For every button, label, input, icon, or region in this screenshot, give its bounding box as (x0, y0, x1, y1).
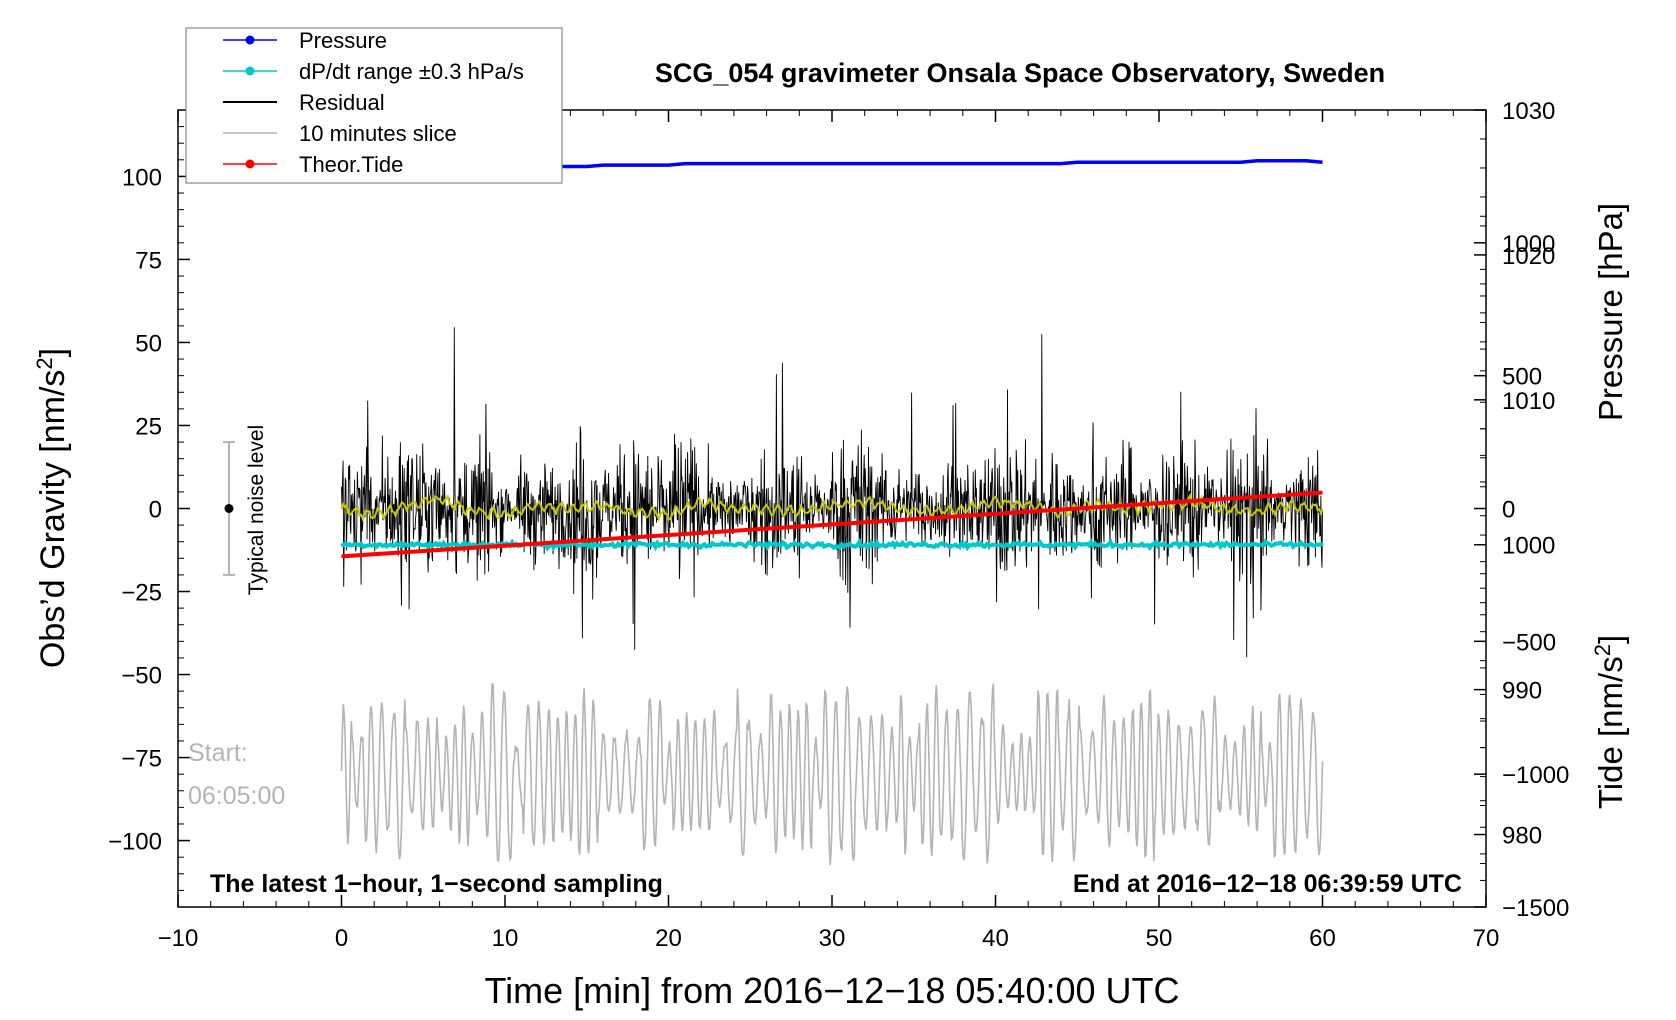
legend-swatch-marker (245, 159, 255, 169)
series-residual-smoothed (340, 492, 1324, 523)
y-pressure-tick-label: 1010 (1502, 388, 1555, 415)
y-left-tick-label: 100 (122, 164, 162, 191)
x-tick-label: 70 (1473, 925, 1500, 952)
caption-left: The latest 1−hour, 1−second sampling (210, 870, 663, 898)
y-tide-tick-label: −500 (1502, 629, 1556, 656)
y-pressure-tick-label: 990 (1502, 678, 1542, 705)
chart-title: SCG_054 gravimeter Onsala Space Observat… (655, 58, 1385, 88)
x-tick-label: 40 (982, 925, 1009, 952)
y-axis-tide-label-end: ] (1592, 635, 1629, 644)
legend-swatch-marker (245, 35, 255, 45)
legend-label: 10 minutes slice (299, 121, 457, 146)
x-tick-label: 20 (655, 925, 682, 952)
x-tick-label: 0 (335, 925, 348, 952)
y-axis-tide-label: Tide [nm/s2] (1590, 635, 1629, 809)
y-tide-tick-label: −1000 (1502, 762, 1569, 789)
x-tick-label: 10 (492, 925, 519, 952)
y-axis-left-label-sup: 2 (32, 357, 57, 369)
y-left-tick-label: 0 (149, 497, 162, 524)
y-tide-tick-label: −1500 (1502, 895, 1569, 922)
x-tick-label: 30 (819, 925, 846, 952)
x-tick-label: 50 (1146, 925, 1173, 952)
x-tick-label: −10 (158, 925, 199, 952)
start-time: 06:05:00 (188, 782, 285, 810)
y-pressure-tick-label: 1000 (1502, 533, 1555, 560)
x-tick-label: 60 (1309, 925, 1336, 952)
y-pressure-tick-label: 1030 (1502, 98, 1555, 125)
legend-box (185, 27, 563, 184)
series-pressure (341, 158, 1323, 169)
legend-label: Theor.Tide (299, 152, 403, 177)
y-axis-pressure-ticks: 1030 1020 1010 1000 990 980 (1474, 98, 1555, 865)
y-axis-left-label: Obs’d Gravity [nm/s2] (32, 348, 72, 668)
y-axis-left-label-end: ] (34, 348, 72, 357)
y-left-tick-label: −25 (121, 580, 162, 607)
y-left-tick-label: −100 (108, 829, 162, 856)
y-axis-left-label-main: Obs’d Gravity [nm/s (34, 370, 72, 669)
y-left-tick-label: 75 (135, 247, 162, 274)
legend-label: Pressure (299, 28, 387, 53)
y-axis-pressure-label: Pressure [hPa] (1592, 203, 1629, 421)
noise-level-annotation: Typical noise level (223, 425, 268, 595)
start-label: Start: (188, 739, 248, 767)
x-axis-label: Time [min] from 2016−12−18 05:40:00 UTC (484, 970, 1179, 1011)
y-axis-tide-label-sup: 2 (1590, 644, 1615, 656)
noise-level-label: Typical noise level (245, 425, 268, 595)
y-left-tick-label: 50 (135, 330, 162, 357)
caption-right: End at 2016−12−18 06:39:59 UTC (1073, 870, 1462, 898)
series-ten-minute-slice (340, 682, 1324, 866)
y-left-tick-label: −75 (121, 746, 162, 773)
series-layer (340, 158, 1324, 866)
legend-entries: Pressure dP/dt range ±0.3 hPa/s Residual 10… (223, 28, 524, 177)
y-tide-tick-label: 0 (1502, 497, 1515, 524)
y-left-tick-label: −50 (121, 663, 162, 690)
y-axis-tide-ticks: 1000 500 0 −500 −1000 −1500 (1474, 215, 1569, 922)
series-residual (341, 327, 1323, 658)
series-theoretical-tide (341, 490, 1323, 559)
noise-center-dot (224, 504, 234, 513)
legend-label: dP/dt range ±0.3 hPa/s (299, 59, 524, 84)
legend: Pressure dP/dt range ±0.3 hPa/s Residual 10… (185, 27, 563, 184)
y-pressure-tick-label: 980 (1502, 823, 1542, 850)
y-tide-tick-label: 1000 (1502, 231, 1555, 258)
y-left-tick-label: 25 (135, 413, 162, 440)
y-tide-tick-label: 500 (1502, 364, 1542, 391)
legend-swatch-marker (245, 66, 255, 76)
y-axis-tide-label-main: Tide [nm/s (1592, 656, 1629, 809)
y-axis-left-ticks: 100 75 50 25 0 −25 −50 −75 −100 (108, 126, 190, 891)
legend-label: Residual (299, 90, 385, 115)
y-pressure-tick-label: 1020 (1502, 243, 1555, 270)
x-axis-ticks: −10 0 10 20 30 40 50 60 70 (158, 110, 1500, 952)
